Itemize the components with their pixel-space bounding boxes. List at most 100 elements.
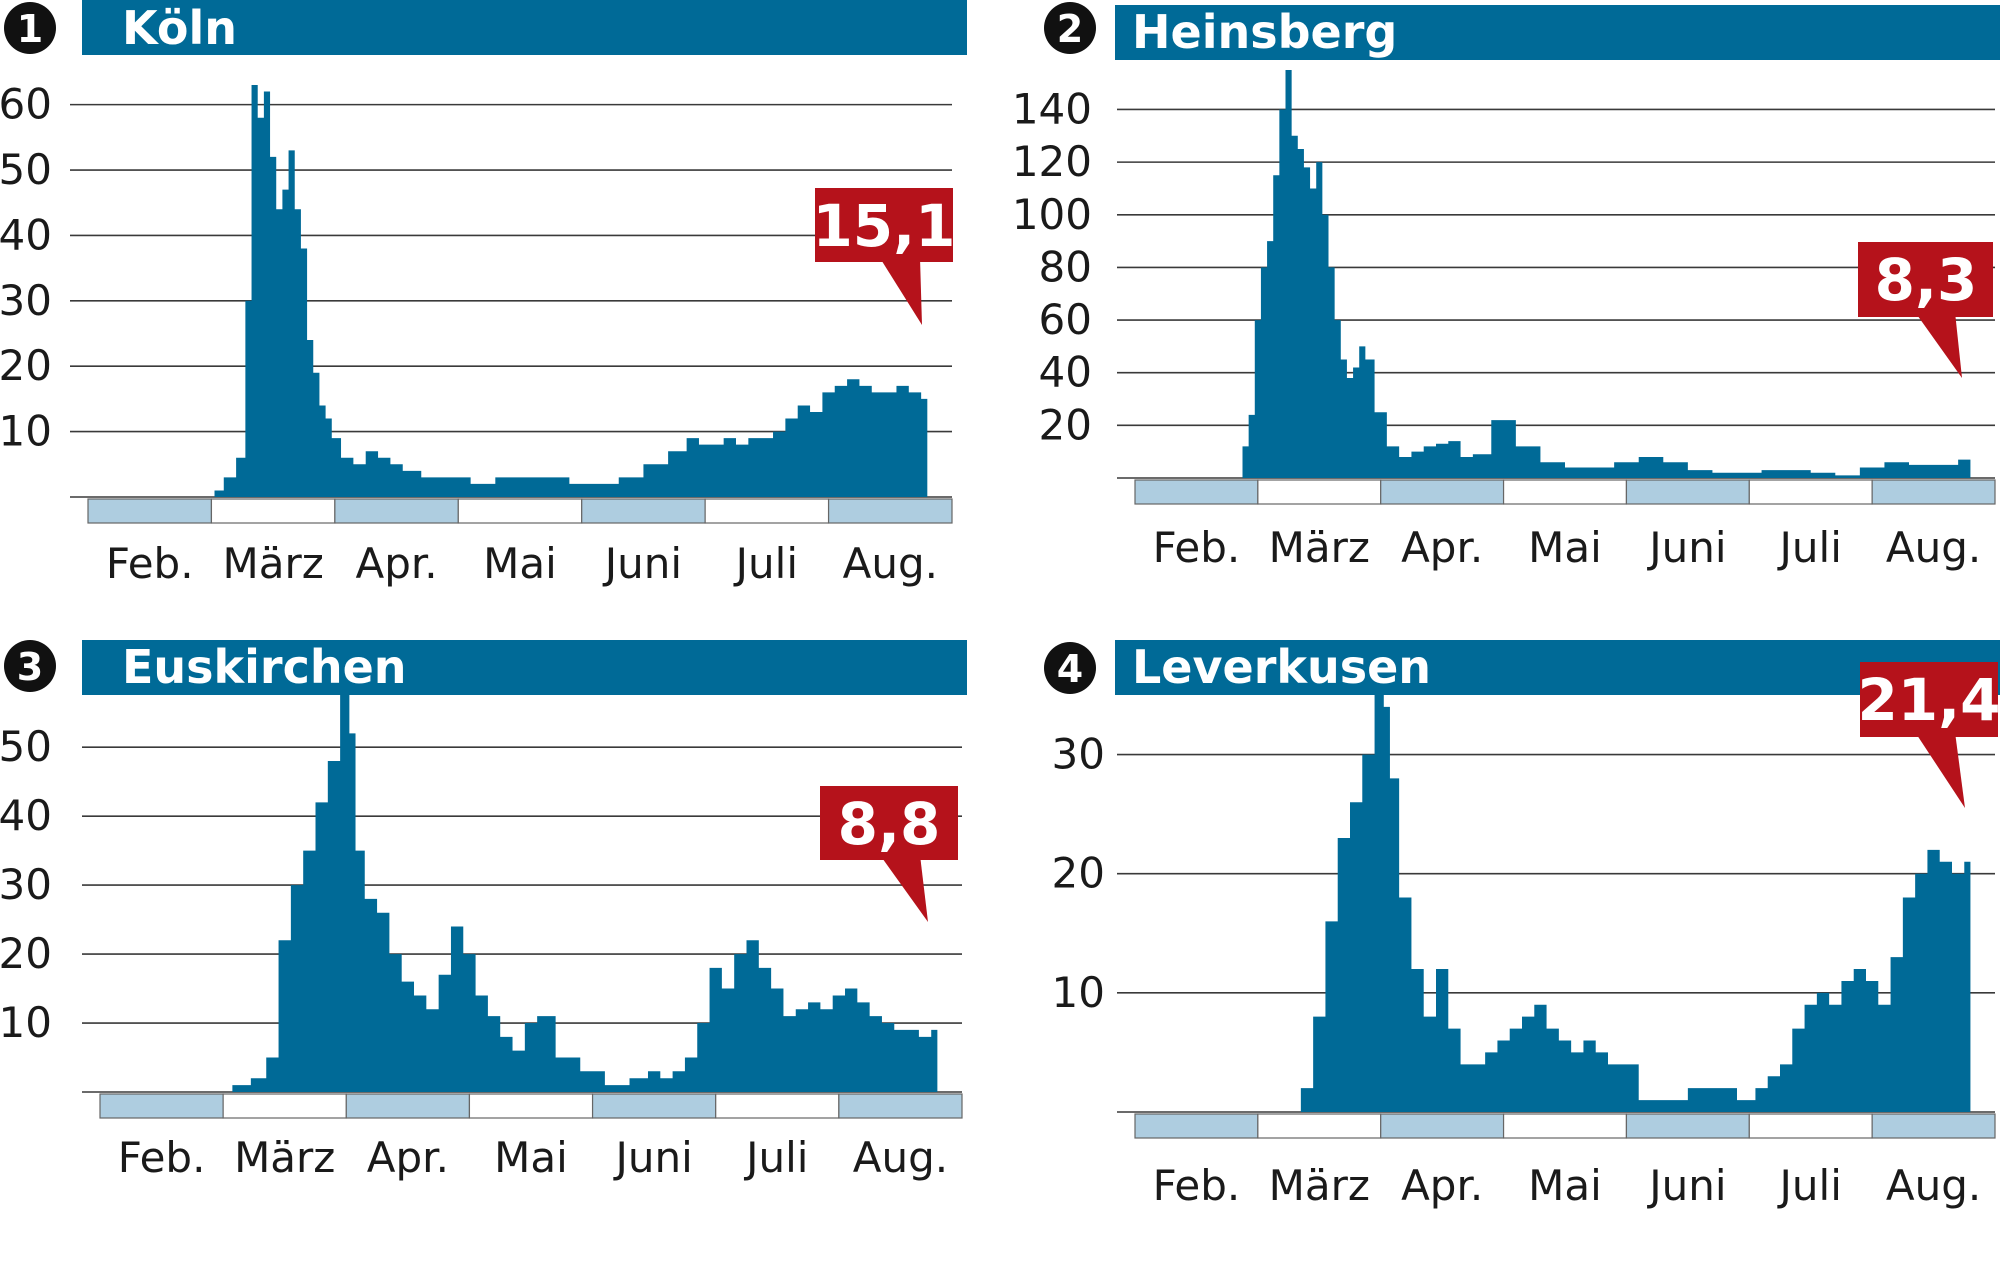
area-series <box>100 692 938 1092</box>
month-band <box>1748 1113 1873 1139</box>
y-tick-label: 100 <box>1012 190 1092 239</box>
month-band <box>1502 1113 1628 1139</box>
x-month-label: Apr. <box>1401 523 1483 572</box>
y-tick-label: 40 <box>1039 348 1092 397</box>
y-tick-label: 30 <box>1052 730 1105 779</box>
month-bands <box>87 498 953 524</box>
panel-header-bar <box>82 0 967 55</box>
month-bands <box>1134 479 1996 505</box>
y-tick-label: 120 <box>1012 137 1092 186</box>
x-axis-ticks: Feb. März Apr. Mai Juni Juli Aug. <box>1153 1161 1982 1210</box>
month-band <box>827 498 953 524</box>
y-tick-label: 50 <box>0 722 52 771</box>
x-month-label: Juli <box>1777 1161 1842 1210</box>
panel-title: Leverkusen <box>1132 640 1431 694</box>
x-month-label: Aug. <box>853 1133 948 1182</box>
month-band <box>1625 479 1750 505</box>
panel-header-bar <box>82 640 967 695</box>
month-band <box>1625 1113 1750 1139</box>
y-tick-label: 80 <box>1039 242 1092 291</box>
x-month-label: Juli <box>743 1133 808 1182</box>
y-tick-label: 60 <box>0 80 52 129</box>
month-band <box>99 1093 224 1119</box>
x-month-label: Aug. <box>843 539 938 588</box>
month-band <box>581 498 706 524</box>
callout-pointer <box>1915 312 1962 378</box>
month-bands <box>99 1093 963 1119</box>
month-band <box>704 498 830 524</box>
x-month-label: März <box>234 1133 335 1182</box>
y-tick-label: 20 <box>1052 849 1105 898</box>
y-tick-label: 20 <box>1039 400 1092 449</box>
panel-header-bar <box>1115 5 2000 60</box>
panel-leverkusen: 4 Leverkusen 10 20 30 Feb. März Apr. Mai Juni J… <box>1044 640 2000 1210</box>
month-band <box>591 1093 717 1119</box>
x-month-label: Mai <box>494 1133 568 1182</box>
area-series <box>88 85 928 497</box>
x-month-label: Aug. <box>1886 1161 1981 1210</box>
callout-box <box>1858 242 1993 317</box>
panel-number-text: 3 <box>17 645 43 689</box>
month-band <box>1871 479 1996 505</box>
callout-box <box>1860 662 1998 737</box>
x-axis-ticks: Feb. März Apr. Mai Juni Juli Aug. <box>1153 523 1982 572</box>
y-tick-label: 60 <box>1039 295 1092 344</box>
callout-box <box>815 188 953 262</box>
area-series <box>1135 70 1971 478</box>
month-band <box>1871 1113 1996 1139</box>
month-band <box>468 1093 594 1119</box>
month-bands <box>1134 1113 1996 1139</box>
callout-box <box>820 786 958 860</box>
x-month-label: Apr. <box>355 539 437 588</box>
y-axis-ticks: 10 20 30 40 50 60 <box>0 80 52 456</box>
month-band <box>334 498 459 524</box>
y-tick-label: 40 <box>0 210 52 259</box>
x-month-label: Feb. <box>1153 1161 1241 1210</box>
month-band <box>1134 1113 1259 1139</box>
month-band <box>222 1093 347 1119</box>
callout-value: 8,3 <box>1875 246 1978 314</box>
x-month-label: Mai <box>1528 523 1602 572</box>
x-axis-ticks: Feb. März Apr. Mai Juni Juli Aug. <box>118 1133 948 1182</box>
x-month-label: März <box>1269 523 1370 572</box>
x-month-label: März <box>222 539 323 588</box>
x-month-label: Juni <box>1646 1161 1726 1210</box>
y-tick-label: 140 <box>1012 84 1092 133</box>
x-month-label: Aug. <box>1886 523 1981 572</box>
x-month-label: März <box>1269 1161 1370 1210</box>
x-month-label: Feb. <box>1153 523 1241 572</box>
x-month-label: Mai <box>483 539 557 588</box>
month-band <box>1257 479 1382 505</box>
y-axis-ticks: 10 20 30 <box>1052 730 1105 1017</box>
y-tick-label: 30 <box>0 276 52 325</box>
panel-number-badge <box>4 2 56 54</box>
month-band <box>715 1093 840 1119</box>
x-month-label: Feb. <box>118 1133 206 1182</box>
callout-pointer <box>880 258 922 325</box>
month-band <box>1748 479 1873 505</box>
month-band <box>345 1093 471 1119</box>
panel-title: Köln <box>122 1 237 55</box>
y-tick-label: 10 <box>0 407 52 456</box>
panel-number-text: 2 <box>1057 7 1083 51</box>
x-month-label: Apr. <box>1401 1161 1483 1210</box>
latest-value-callout: 8,3 <box>1858 242 1993 378</box>
y-tick-label: 50 <box>0 145 52 194</box>
area-series <box>1135 695 1971 1112</box>
y-tick-label: 10 <box>0 998 52 1047</box>
panel-number-text: 1 <box>17 7 43 51</box>
panel-number-text: 4 <box>1057 647 1083 691</box>
month-band <box>1134 479 1259 505</box>
y-tick-label: 40 <box>0 791 52 840</box>
y-tick-label: 30 <box>0 860 52 909</box>
callout-value: 21,4 <box>1857 666 2000 734</box>
y-tick-label: 10 <box>1052 968 1105 1017</box>
latest-value-callout: 8,8 <box>820 786 958 922</box>
month-band <box>457 498 583 524</box>
callout-value: 8,8 <box>838 790 941 858</box>
month-band <box>210 498 336 524</box>
x-month-label: Juli <box>1777 523 1842 572</box>
